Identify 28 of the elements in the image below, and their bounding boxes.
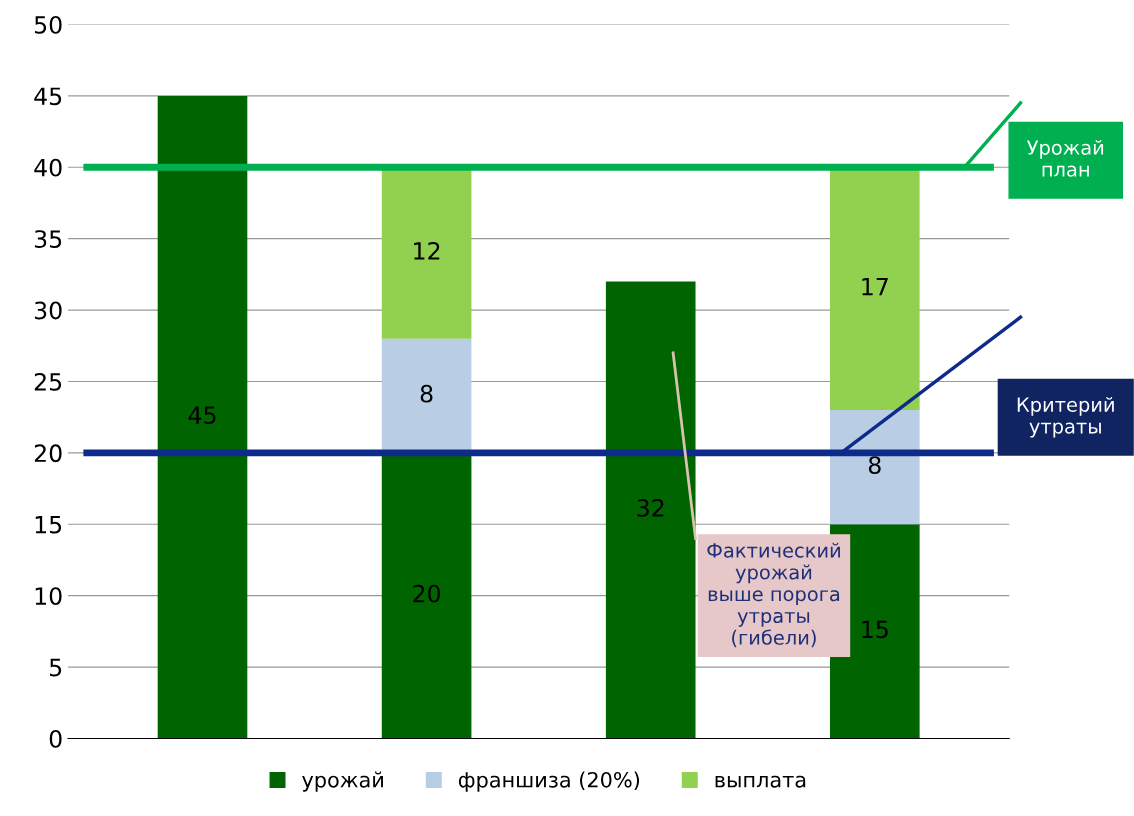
y-tick-label: 20: [34, 444, 62, 463]
y-tick-label: 15: [35, 516, 62, 534]
y-tick-label: 45: [34, 87, 62, 106]
y-tick-label: 30: [34, 301, 62, 320]
data-label: 8: [868, 456, 881, 475]
legend-label: франшиза (20%): [458, 771, 640, 792]
annotation: Фактический урожай выше порога утраты (гибели): [707, 542, 840, 648]
data-label: 45: [188, 406, 216, 425]
y-tick-label: 5: [49, 658, 62, 677]
ref-line-label: Урожай план: [1026, 139, 1104, 177]
data-label: 8: [420, 384, 433, 403]
ref-line-label: Критерий утраты: [1017, 396, 1114, 438]
data-label: 20: [413, 584, 441, 603]
bar: [605, 281, 696, 739]
data-label: 15: [862, 620, 888, 639]
y-tick-label: 35: [34, 230, 62, 248]
data-label: 32: [637, 498, 664, 517]
bar: [829, 410, 920, 525]
y-tick-label: 0: [49, 729, 62, 748]
bar: [157, 95, 248, 739]
legend-label: урожай: [302, 771, 383, 792]
y-tick-label: 25: [34, 372, 62, 391]
y-tick-label: 10: [35, 587, 62, 605]
legend-label: выплата: [715, 775, 806, 788]
y-tick-label: 40: [34, 158, 62, 177]
data-label: 17: [862, 277, 888, 296]
data-label: 12: [414, 241, 440, 260]
y-tick-label: 50: [34, 15, 62, 34]
